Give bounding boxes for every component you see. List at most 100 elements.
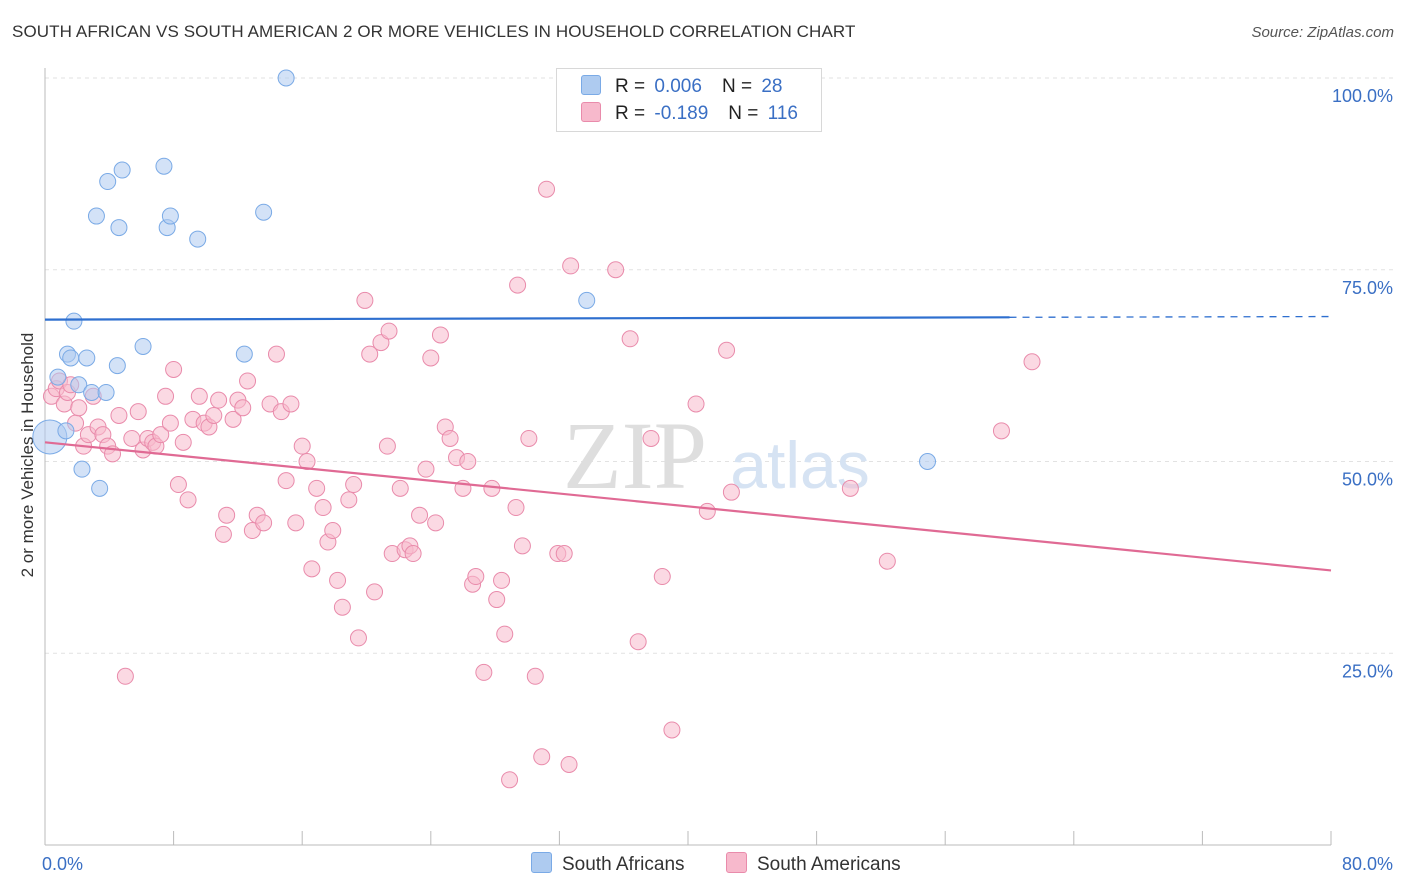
point-south-american: [509, 276, 527, 294]
point-south-american: [607, 261, 625, 279]
legend-n-value: 116: [767, 103, 798, 124]
point-south-african: [57, 422, 75, 440]
point-south-american: [293, 437, 311, 455]
point-south-american: [427, 514, 445, 532]
point-south-american: [562, 257, 580, 275]
point-south-american: [718, 341, 736, 359]
point-south-american: [116, 667, 134, 685]
point-south-american: [210, 391, 228, 409]
point-south-american: [190, 387, 208, 405]
point-south-american: [513, 537, 531, 555]
point-south-american: [277, 472, 295, 490]
point-south-american: [642, 429, 660, 447]
point-south-african: [91, 479, 109, 497]
point-south-african: [235, 345, 253, 363]
point-south-american: [356, 291, 374, 309]
point-south-american: [205, 406, 223, 424]
point-south-american: [404, 545, 422, 563]
point-south-american: [992, 422, 1010, 440]
point-south-american: [303, 560, 321, 578]
point-south-american: [234, 399, 252, 417]
bottom-legend-label: South Americans: [757, 854, 901, 875]
point-south-american: [329, 571, 347, 589]
point-south-american: [560, 755, 578, 773]
x-tick-label-left: 0.0%: [42, 854, 83, 874]
point-south-american: [653, 568, 671, 586]
point-south-american: [239, 372, 257, 390]
point-south-american: [129, 403, 147, 421]
point-south-american: [361, 345, 379, 363]
point-south-african: [70, 376, 88, 394]
point-south-american: [441, 429, 459, 447]
point-south-american: [372, 334, 390, 352]
legend-r-value: 0.006: [654, 76, 702, 97]
point-south-american: [214, 525, 232, 543]
point-south-american: [380, 322, 398, 340]
legend-swatch-pink: [581, 102, 601, 122]
point-south-american: [1023, 353, 1041, 371]
point-south-american: [224, 410, 242, 428]
axes: [44, 68, 1332, 846]
point-south-american: [411, 506, 429, 524]
watermark-zip: ZIP: [563, 402, 707, 509]
point-south-american: [179, 491, 197, 509]
y-tick-label: 50.0%: [1342, 470, 1393, 490]
point-south-american: [431, 326, 449, 344]
legend-row-south-africans: R = 0.006 N = 28: [581, 75, 782, 98]
point-south-american: [533, 748, 551, 766]
point-south-american: [878, 552, 896, 570]
watermark: ZIP atlas: [563, 402, 870, 509]
point-south-african: [97, 383, 115, 401]
point-south-american: [165, 360, 183, 378]
y-tick-label: 25.0%: [1342, 661, 1393, 681]
point-south-african: [49, 368, 67, 386]
point-south-american: [308, 479, 326, 497]
point-south-african: [108, 357, 126, 375]
point-south-african: [83, 383, 101, 401]
stats-legend: R = 0.006 N = 28 R = -0.189 N = 116: [556, 68, 822, 132]
point-south-african: [73, 460, 91, 478]
point-south-american: [488, 591, 506, 609]
series-south-americans: [42, 180, 1041, 789]
point-south-african: [161, 207, 179, 225]
point-south-american: [422, 349, 440, 367]
y-tick-label: 75.0%: [1342, 278, 1393, 298]
point-south-american: [255, 514, 273, 532]
legend-r-label: R =: [615, 76, 646, 97]
legend-n-label: N =: [721, 76, 753, 97]
legend-r-label: R =: [615, 103, 646, 124]
tick-labels: 100.0% 75.0% 50.0% 25.0% 0.0% 80.0%: [42, 86, 1393, 874]
point-south-african: [113, 161, 131, 179]
legend-row-south-americans: R = -0.189 N = 116: [581, 102, 798, 125]
point-south-african: [134, 337, 152, 355]
point-south-american: [555, 545, 573, 563]
point-south-american: [152, 426, 170, 444]
trend-lines: [44, 315, 1332, 572]
point-south-african: [110, 219, 128, 237]
trend-line-extension: [1009, 315, 1332, 318]
point-south-american: [841, 479, 859, 497]
point-south-african: [62, 349, 80, 367]
point-south-american: [282, 395, 300, 413]
point-south-american: [663, 721, 681, 739]
trend-line-south-americans: [44, 441, 1332, 572]
point-south-american: [169, 476, 187, 494]
point-south-american: [526, 667, 544, 685]
bottom-legend-swatch-blue: [531, 852, 552, 873]
legend-swatch-blue: [581, 75, 601, 95]
point-south-american: [345, 476, 363, 494]
point-south-american: [722, 483, 740, 501]
point-south-american: [496, 625, 514, 643]
point-south-american: [110, 406, 128, 424]
point-south-american: [507, 499, 525, 517]
point-south-american: [629, 633, 647, 651]
point-south-african: [189, 230, 207, 248]
point-south-american: [698, 502, 716, 520]
point-south-american: [501, 771, 519, 789]
gridlines: [45, 77, 1394, 654]
point-south-african: [255, 203, 273, 221]
legend-r-value: -0.189: [654, 103, 709, 124]
point-south-american: [70, 399, 88, 417]
point-south-american: [267, 345, 285, 363]
